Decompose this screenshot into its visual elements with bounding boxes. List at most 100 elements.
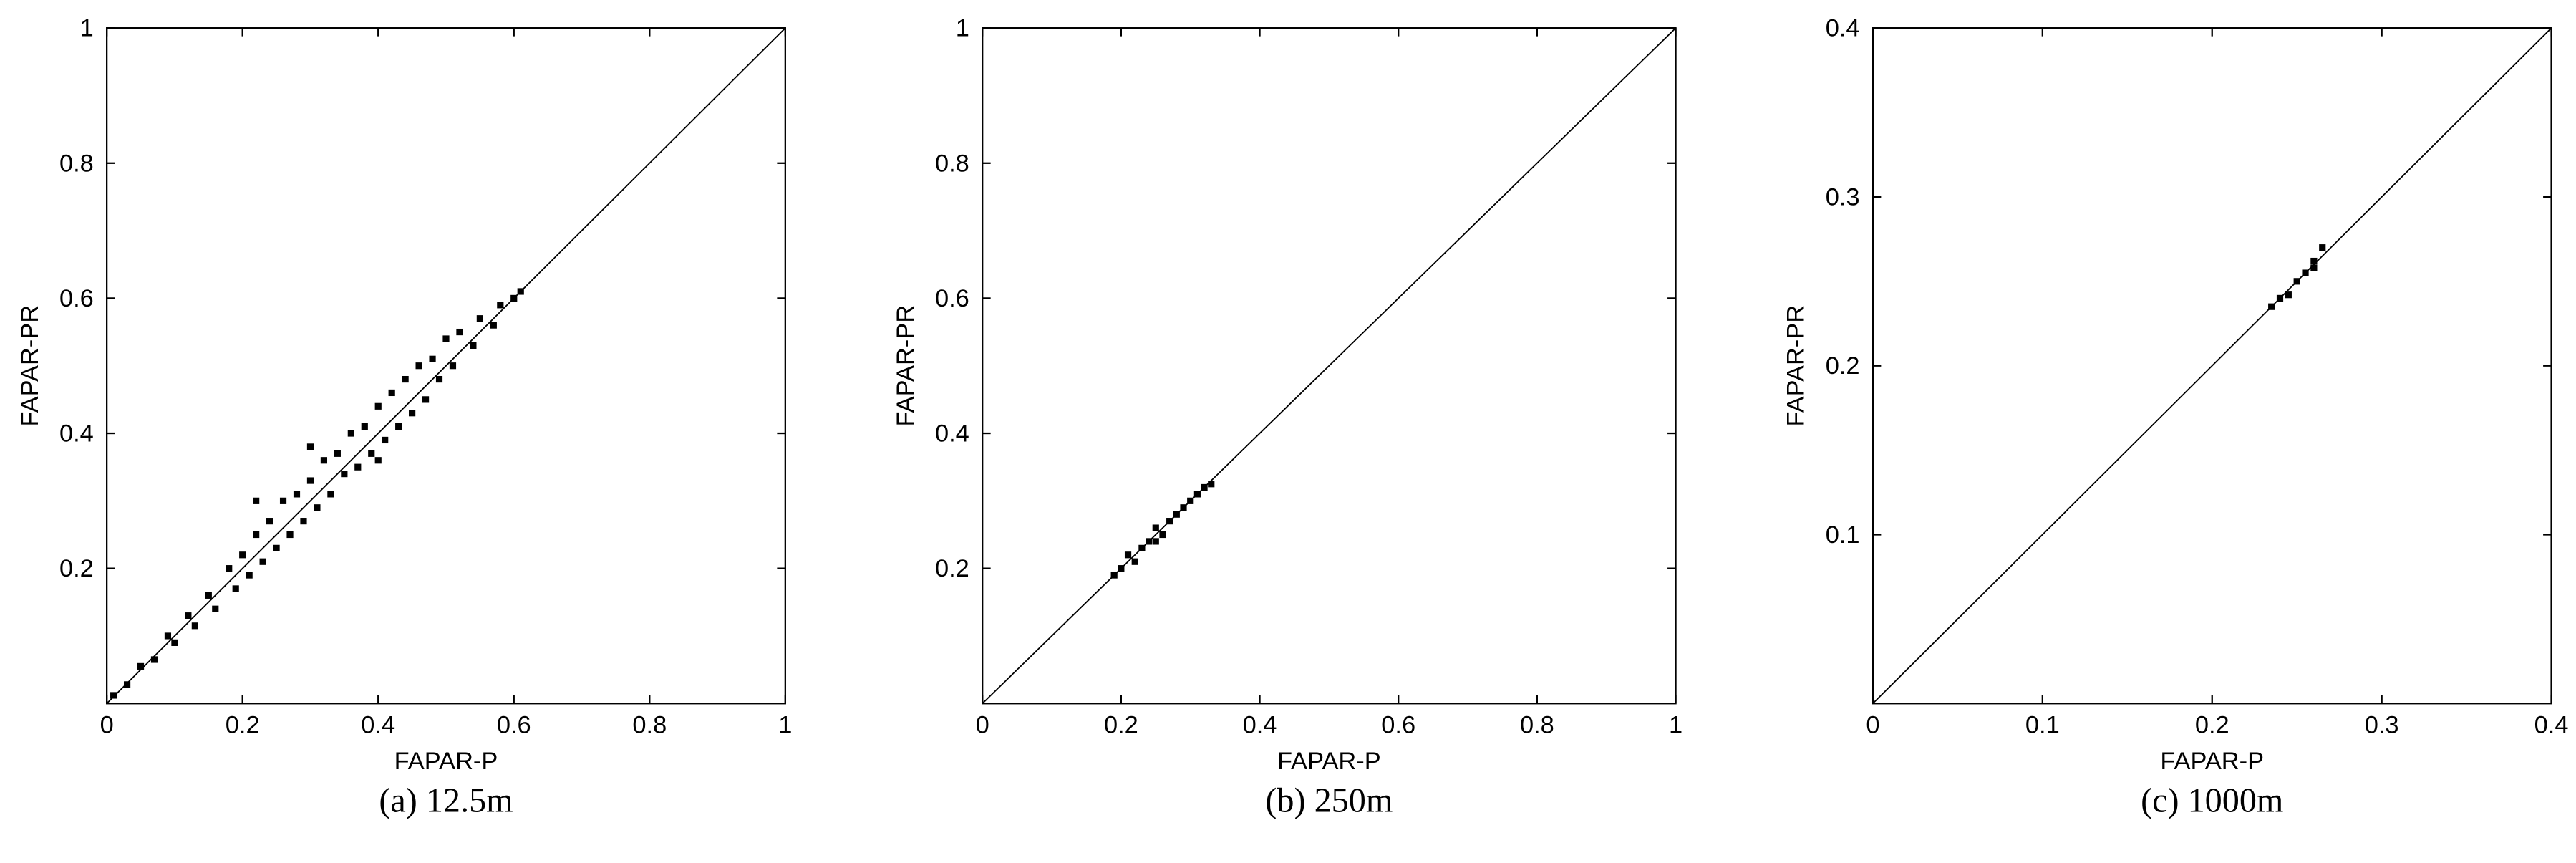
point — [382, 436, 389, 444]
point — [2268, 303, 2275, 310]
point — [374, 457, 382, 464]
point — [2310, 257, 2318, 265]
point — [1159, 531, 1166, 539]
point — [409, 410, 416, 417]
point — [1187, 497, 1194, 504]
point — [510, 294, 518, 302]
y-tick-label: 0.8 — [59, 150, 94, 177]
point — [347, 430, 354, 437]
caption: (b) 250m — [1265, 782, 1393, 820]
x-tick-label: 0 — [1866, 712, 1879, 739]
x-tick-label: 0 — [976, 712, 989, 739]
x-axis-label: FAPAR-P — [2160, 748, 2264, 775]
point — [517, 288, 524, 295]
point — [1193, 491, 1201, 498]
x-tick-label: 0.4 — [2534, 712, 2569, 739]
y-tick-label: 0.8 — [935, 150, 969, 177]
point — [286, 531, 294, 539]
point — [306, 443, 314, 450]
point — [164, 632, 172, 640]
x-tick-label: 1 — [778, 712, 792, 739]
point — [2293, 278, 2300, 285]
point — [334, 450, 341, 457]
point — [273, 544, 280, 551]
caption: (c) 1000m — [2141, 782, 2283, 820]
point — [490, 322, 497, 329]
point — [1118, 565, 1125, 572]
point — [470, 342, 477, 349]
point — [191, 622, 198, 630]
y-tick-label: 0.6 — [59, 285, 94, 312]
point — [137, 662, 145, 670]
point — [1152, 524, 1159, 531]
point — [150, 656, 158, 663]
y-tick-label: 0.2 — [935, 555, 969, 582]
point — [388, 389, 395, 397]
x-tick-label: 0.3 — [2365, 712, 2399, 739]
point — [2310, 264, 2318, 271]
x-tick-label: 0.6 — [1381, 712, 1415, 739]
point — [293, 491, 301, 498]
x-axis-label: FAPAR-P — [1277, 748, 1381, 775]
point — [449, 362, 457, 370]
point — [415, 362, 422, 370]
point — [402, 375, 409, 383]
point — [327, 491, 334, 498]
point — [354, 463, 362, 471]
point — [2276, 294, 2284, 302]
y-axis-label: FAPAR-PR — [16, 305, 44, 427]
point — [1131, 558, 1138, 565]
point — [232, 585, 239, 592]
y-tick-label: 0.4 — [59, 420, 94, 447]
x-tick-label: 0.8 — [1520, 712, 1554, 739]
point — [2302, 269, 2309, 276]
point — [1173, 511, 1180, 518]
point — [1110, 572, 1118, 579]
identity-line — [106, 27, 786, 704]
point — [123, 681, 131, 688]
y-tick-label: 1 — [80, 15, 94, 42]
point — [306, 477, 314, 484]
point — [395, 423, 402, 430]
point — [1152, 538, 1159, 545]
point — [110, 692, 117, 699]
y-tick-label: 0.4 — [935, 420, 969, 447]
point — [429, 355, 436, 362]
point — [253, 497, 260, 504]
x-tick-label: 0 — [100, 712, 114, 739]
point — [246, 572, 253, 579]
point — [368, 450, 375, 457]
point — [1146, 538, 1153, 545]
point — [1166, 518, 1173, 525]
point — [185, 612, 192, 619]
point — [279, 497, 287, 504]
point — [497, 302, 504, 309]
axes-box — [106, 27, 786, 705]
point — [1208, 481, 1215, 488]
y-tick-label: 0.2 — [59, 555, 94, 582]
caption: (a) 12.5m — [379, 782, 513, 820]
y-tick-label: 0.2 — [1826, 352, 1860, 380]
point — [314, 504, 321, 511]
y-tick-label: 0.1 — [1826, 521, 1860, 549]
identity-line — [1872, 27, 2552, 704]
identity-line — [982, 27, 1677, 704]
y-axis-label: FAPAR-PR — [1783, 305, 1810, 427]
point — [442, 335, 450, 342]
point — [361, 423, 368, 430]
point — [253, 531, 260, 539]
x-axis-label: FAPAR-P — [394, 748, 498, 775]
point — [1124, 551, 1132, 559]
x-tick-label: 0.6 — [497, 712, 531, 739]
point — [476, 315, 483, 322]
x-tick-label: 1 — [1669, 712, 1682, 739]
point — [1201, 483, 1208, 491]
point — [341, 471, 348, 478]
y-tick-label: 0.4 — [1826, 15, 1860, 42]
y-tick-label: 0.3 — [1826, 183, 1860, 211]
point — [1138, 544, 1146, 551]
x-tick-label: 0.2 — [226, 712, 260, 739]
point — [456, 328, 463, 336]
